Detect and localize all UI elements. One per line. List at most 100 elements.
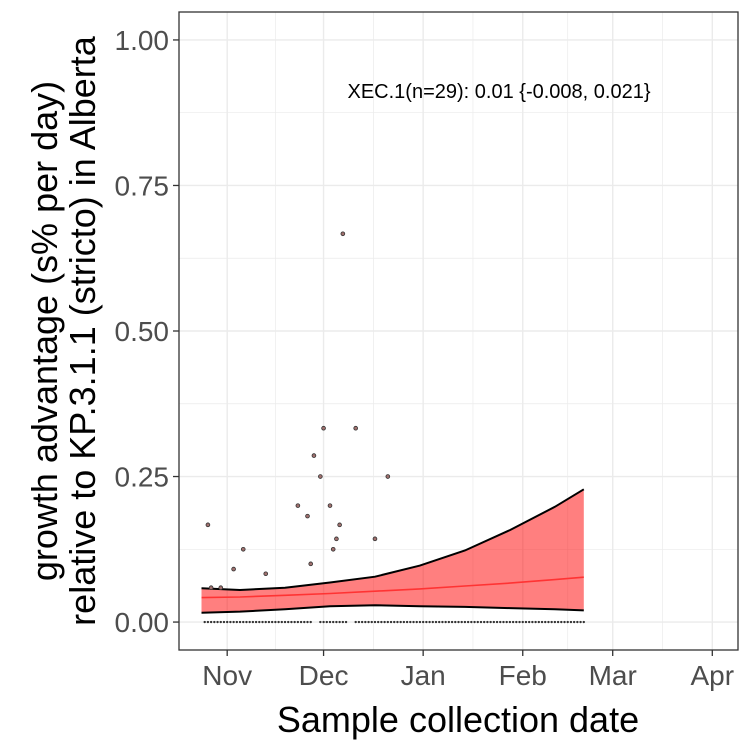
data-point-zero — [486, 620, 489, 624]
data-point-zero — [537, 620, 541, 624]
data-point-zero — [380, 620, 383, 624]
y-tick-label: 0.00 — [115, 607, 170, 638]
data-point — [321, 425, 326, 431]
data-point-zero — [235, 620, 239, 624]
data-point — [263, 571, 269, 577]
data-point — [330, 546, 336, 552]
data-point-zero — [299, 620, 303, 624]
data-point-zero — [579, 620, 582, 624]
data-point-zero — [396, 620, 399, 624]
data-point-zero — [521, 620, 524, 624]
data-point-zero — [582, 620, 585, 624]
x-tick-label: Jan — [401, 660, 446, 691]
data-point-zero — [550, 620, 553, 624]
data-point — [318, 474, 323, 479]
data-point-zero — [492, 620, 496, 624]
data-point-zero — [293, 620, 296, 624]
data-point-zero — [277, 620, 280, 624]
data-point-zero — [264, 620, 267, 624]
points-layer — [203, 231, 585, 624]
data-point-zero — [418, 620, 422, 624]
data-point-zero — [251, 620, 255, 624]
x-tick-label: Apr — [691, 660, 735, 691]
data-point-zero — [222, 620, 226, 624]
data-point-zero — [209, 620, 213, 624]
data-point — [308, 561, 314, 567]
data-point-zero — [463, 620, 467, 624]
data-point-zero — [328, 620, 332, 624]
data-point-zero — [553, 620, 557, 624]
data-point-zero — [309, 620, 312, 624]
data-point — [305, 513, 310, 519]
data-point-zero — [383, 620, 386, 624]
data-point-zero — [367, 620, 370, 624]
data-point-zero — [364, 620, 367, 624]
data-point-zero — [344, 620, 348, 624]
y-tick-label: 1.00 — [115, 25, 170, 56]
data-point-zero — [261, 620, 264, 624]
data-point-zero — [225, 620, 229, 624]
data-point-zero — [508, 620, 512, 624]
data-point-zero — [438, 620, 441, 624]
data-point-zero — [290, 620, 293, 624]
data-point-zero — [566, 620, 569, 624]
data-point-zero — [412, 620, 415, 624]
data-point — [353, 425, 358, 431]
data-point-zero — [283, 620, 287, 624]
data-point-zero — [563, 620, 566, 624]
data-point — [240, 546, 246, 552]
data-point-zero — [473, 620, 476, 624]
data-point-zero — [560, 620, 563, 624]
data-point-zero — [421, 620, 425, 624]
data-point-zero — [267, 620, 271, 624]
data-point-zero — [376, 620, 380, 624]
data-point-zero — [373, 620, 377, 624]
data-point-zero — [476, 620, 479, 624]
data-point — [337, 522, 342, 528]
upper-bound-line — [201, 488, 585, 592]
data-point-zero — [370, 620, 373, 624]
data-point-zero — [425, 620, 428, 624]
data-point-zero — [460, 620, 463, 624]
data-point-zero — [470, 620, 473, 624]
data-point-zero — [389, 620, 393, 624]
data-point-zero — [357, 620, 361, 624]
data-point-zero — [576, 620, 579, 624]
ribbon-layer — [201, 488, 585, 614]
data-point-zero — [572, 620, 576, 624]
data-point-zero — [457, 620, 460, 624]
data-point-zero — [248, 620, 251, 624]
data-point — [327, 503, 333, 508]
x-axis-title: Sample collection date — [277, 699, 639, 740]
x-tick-label: Nov — [202, 660, 252, 691]
data-point-zero — [450, 620, 454, 624]
data-point-zero — [287, 620, 290, 624]
data-point-zero — [341, 620, 345, 624]
data-point-zero — [229, 620, 232, 624]
data-point-zero — [319, 620, 322, 624]
data-point-zero — [332, 620, 335, 624]
data-point-zero — [354, 620, 357, 624]
data-point-zero — [213, 620, 216, 624]
confidence-ribbon — [201, 489, 584, 613]
data-point-zero — [431, 620, 434, 624]
data-point-zero — [447, 620, 451, 624]
data-point-zero — [531, 620, 534, 624]
data-point-zero — [274, 620, 277, 624]
data-point-zero — [444, 620, 447, 624]
data-point-zero — [242, 620, 245, 624]
data-point-zero — [206, 620, 210, 624]
data-point-zero — [544, 620, 547, 624]
data-point-zero — [258, 620, 261, 624]
data-point-zero — [402, 620, 406, 624]
data-point-zero — [518, 620, 521, 624]
data-point-zero — [338, 620, 341, 624]
data-point-zero — [216, 620, 219, 624]
data-point-zero — [254, 620, 258, 624]
data-point-zero — [434, 620, 438, 624]
data-point-zero — [499, 620, 502, 624]
y-axis-title: growth advantage (s% per day) relative t… — [24, 35, 103, 626]
data-point-zero — [325, 620, 328, 624]
data-point-zero — [534, 620, 537, 624]
